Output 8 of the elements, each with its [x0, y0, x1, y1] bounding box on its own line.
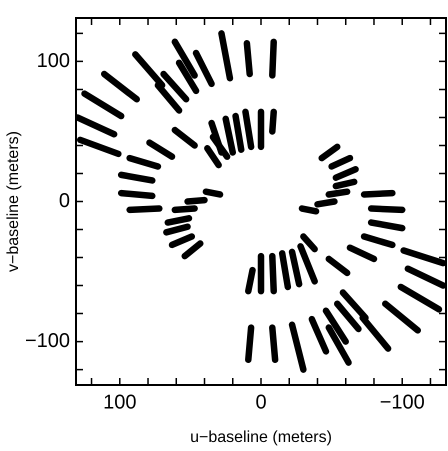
y-axis-title: v−baseline (meters): [5, 131, 22, 272]
y-tick-label: 100: [36, 50, 70, 72]
x-tick-label: 100: [103, 392, 136, 414]
x-tick-label: 0: [255, 392, 267, 414]
y-tick-label: −100: [24, 330, 70, 352]
x-axis-title: u−baseline (meters): [190, 428, 332, 446]
y-tick-label: 0: [58, 190, 70, 212]
x-tick-label: −100: [380, 392, 425, 414]
